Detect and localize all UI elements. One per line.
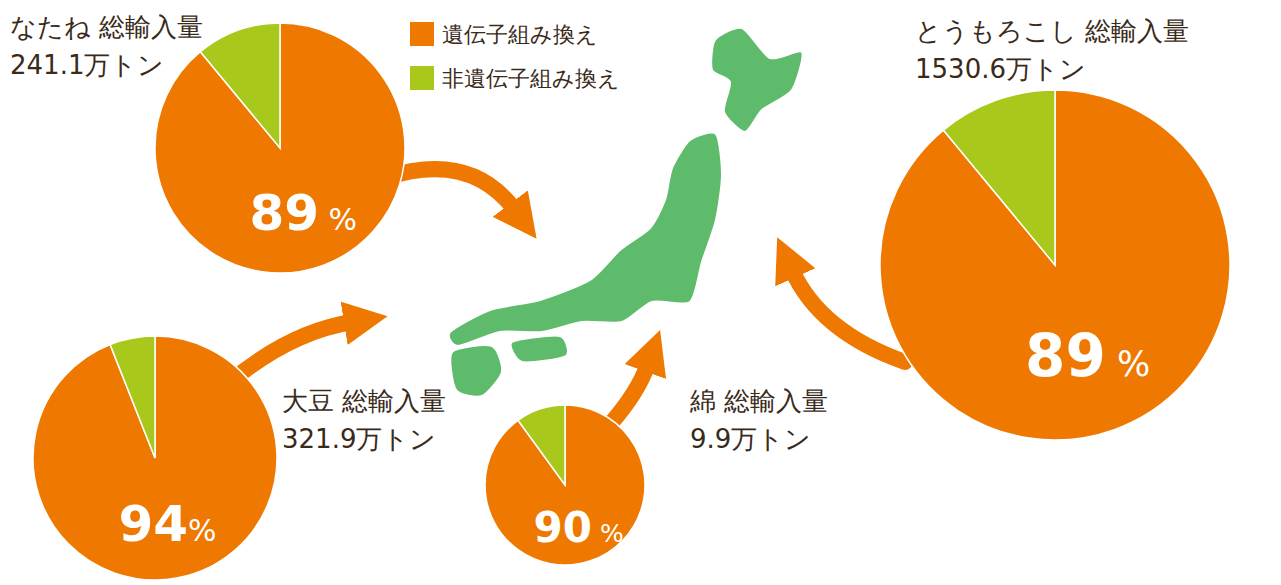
island — [711, 28, 802, 132]
legend-label: 遺伝子組み換え — [442, 22, 598, 47]
chart-subtitle: 9.9万トン — [690, 424, 811, 454]
legend-item: 非遺伝子組み換え — [410, 66, 620, 91]
island — [511, 336, 568, 363]
slices — [155, 23, 405, 273]
slice — [485, 405, 645, 565]
chart-subtitle: 241.1万トン — [10, 50, 164, 80]
slice — [155, 23, 405, 273]
chart-title: 大豆 総輸入量 — [282, 386, 446, 416]
chart-title: なたね 総輸入量 — [10, 12, 203, 42]
arrow — [385, 169, 515, 210]
slice — [880, 90, 1230, 440]
chart-title: 綿 総輸入量 — [689, 386, 828, 416]
arrows — [230, 169, 905, 422]
legend-swatch — [410, 22, 434, 46]
slice — [110, 336, 155, 458]
chart-subtitle: 321.9万トン — [282, 424, 436, 454]
legend: 遺伝子組み換え非遺伝子組み換え — [410, 22, 620, 91]
slices — [33, 336, 277, 580]
chart-title: とうもろこし 総輸入量 — [915, 16, 1189, 46]
arrow — [230, 322, 352, 382]
data-label: 89 % — [1025, 322, 1150, 390]
pie-chart: 89 % とうもろこし 総輸入量 1530.6万トン — [880, 16, 1230, 440]
slice — [518, 405, 565, 485]
legend-item: 遺伝子組み換え — [410, 22, 598, 47]
data-label: 90 % — [534, 503, 624, 552]
arrow — [612, 364, 648, 422]
island — [449, 133, 722, 346]
data-label: 94% — [119, 495, 217, 553]
data-label: 89 % — [249, 184, 357, 242]
pie-chart: 89 % なたね 総輸入量 241.1万トン — [10, 12, 405, 273]
legend-label: 非遺伝子組み換え — [442, 66, 620, 91]
infographic: 遺伝子組み換え非遺伝子組み換え 89 % なたね 総輸入量 241.1万トン 94% 大豆… — [0, 0, 1281, 585]
slice — [943, 90, 1055, 265]
slice — [33, 336, 277, 580]
legend-swatch — [410, 66, 434, 90]
slices — [880, 90, 1230, 440]
slices — [485, 405, 645, 565]
island — [450, 345, 502, 396]
pie-chart: 94% 大豆 総輸入量 321.9万トン — [33, 336, 446, 580]
slice — [200, 23, 280, 148]
pie-chart: 90 % 綿 総輸入量 9.9万トン — [485, 386, 828, 565]
chart-subtitle: 1530.6万トン — [915, 54, 1086, 84]
